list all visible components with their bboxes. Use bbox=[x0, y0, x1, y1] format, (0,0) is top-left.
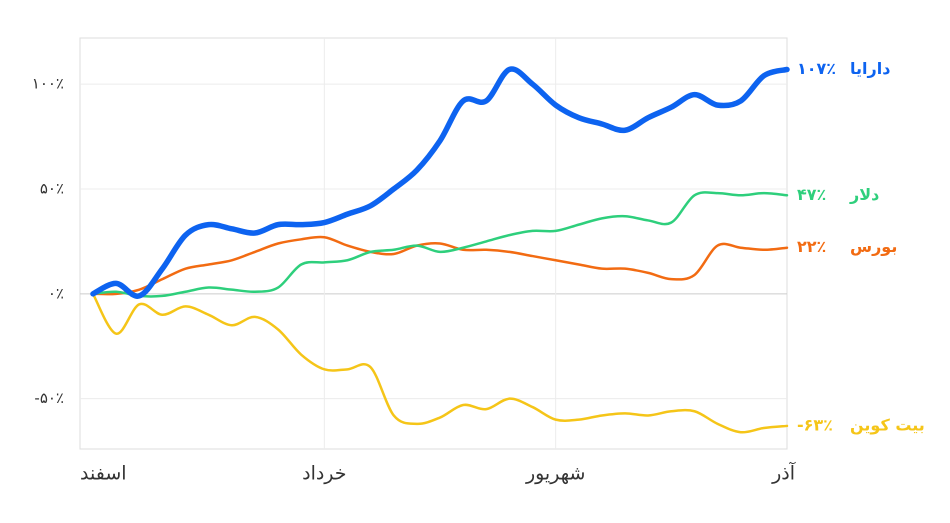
end-value-label: ۱۰۷٪ bbox=[797, 59, 836, 78]
y-tick-label: ۵۰٪ bbox=[40, 179, 64, 197]
legend-label: بیت کوین bbox=[850, 415, 925, 434]
series-line bbox=[91, 235, 789, 296]
y-tick-label: ۰٪ bbox=[48, 284, 64, 302]
series-line bbox=[90, 66, 790, 299]
end-value-label: -۶۳٪ bbox=[797, 415, 833, 434]
legend-label: بورس bbox=[850, 237, 897, 256]
legend-label: دارایا bbox=[850, 59, 890, 78]
y-tick-label: ۱۰۰٪ bbox=[32, 75, 64, 93]
x-tick-label: خرداد bbox=[302, 463, 346, 485]
end-value-label: ۲۲٪ bbox=[797, 237, 826, 256]
plot-frame bbox=[79, 37, 788, 450]
y-tick-label: -۵۰٪ bbox=[34, 389, 64, 407]
series-line bbox=[91, 191, 789, 298]
x-tick-label: شهریور bbox=[525, 463, 585, 485]
x-tick-label: آذر bbox=[771, 461, 796, 485]
end-value-label: ۴۷٪ bbox=[797, 185, 826, 204]
x-tick-label: اسفند bbox=[80, 463, 127, 485]
legend-label: دلار bbox=[849, 185, 879, 204]
series-line bbox=[91, 292, 789, 434]
